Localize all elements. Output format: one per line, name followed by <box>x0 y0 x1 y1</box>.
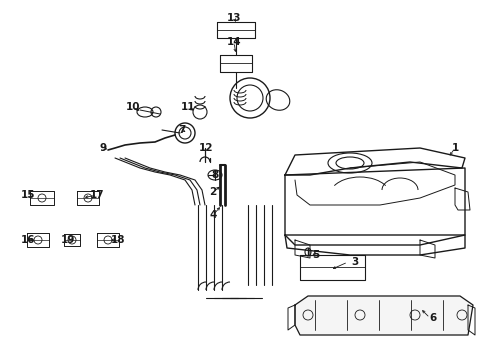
Text: 2: 2 <box>209 187 216 197</box>
Text: 15: 15 <box>20 190 35 200</box>
Text: 1: 1 <box>450 143 458 153</box>
Text: 10: 10 <box>125 102 140 112</box>
Text: 6: 6 <box>428 313 436 323</box>
Text: 8: 8 <box>211 170 218 180</box>
Text: 13: 13 <box>226 13 241 23</box>
Polygon shape <box>294 296 472 335</box>
Text: 11: 11 <box>181 102 195 112</box>
Text: 16: 16 <box>20 235 35 245</box>
Text: 14: 14 <box>226 37 241 47</box>
Text: 4: 4 <box>209 210 216 220</box>
Text: 9: 9 <box>99 143 106 153</box>
Text: 12: 12 <box>198 143 213 153</box>
Text: 3: 3 <box>351 257 358 267</box>
Text: 7: 7 <box>178 125 185 135</box>
Text: 18: 18 <box>110 235 125 245</box>
Text: 5: 5 <box>312 250 319 260</box>
Text: 17: 17 <box>89 190 104 200</box>
Text: 19: 19 <box>61 235 75 245</box>
